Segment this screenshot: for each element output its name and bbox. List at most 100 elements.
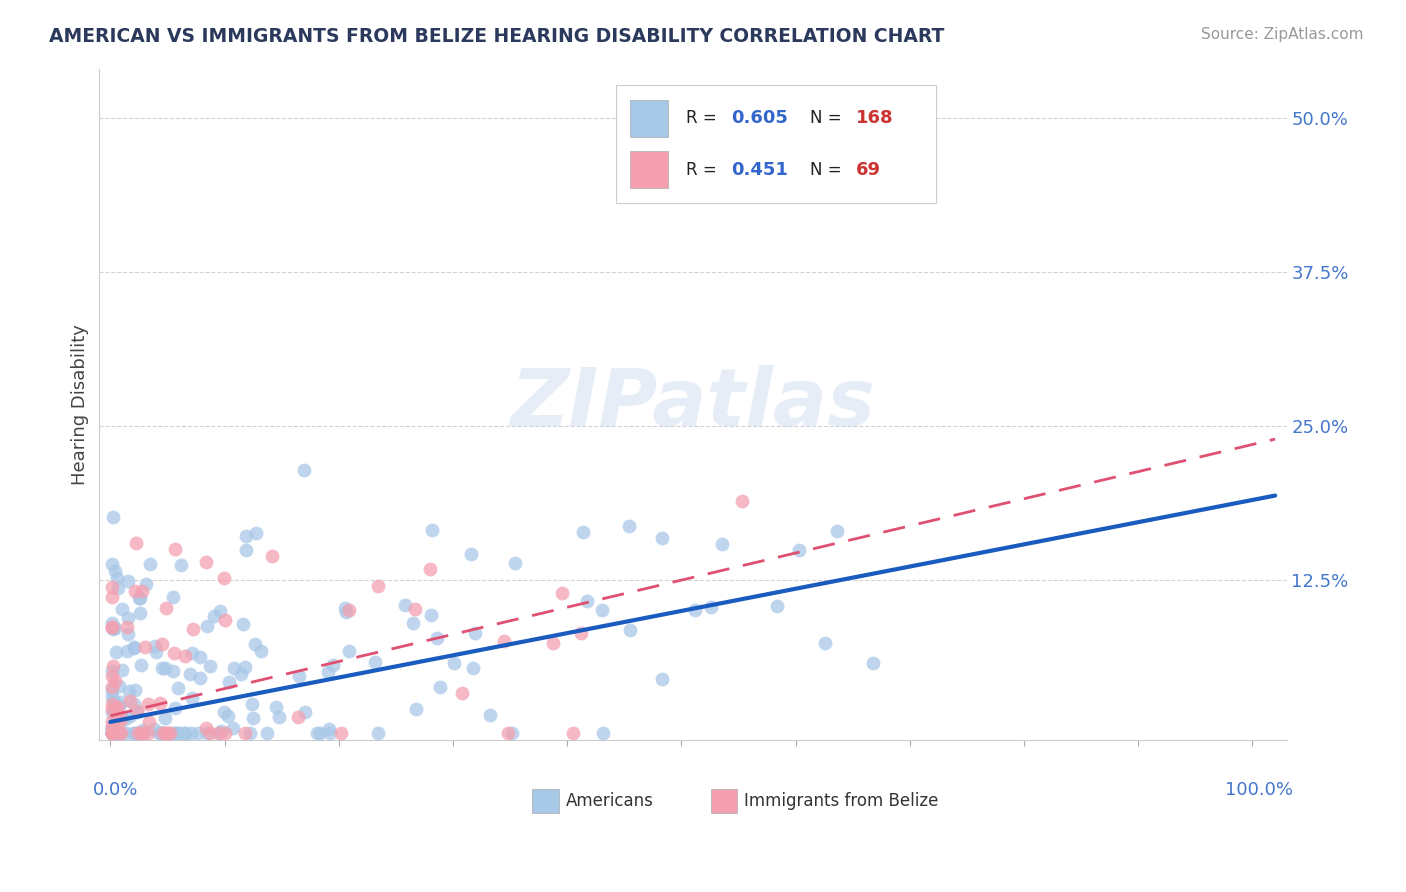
- Point: [619, 519, 641, 533]
- Point: [139, 558, 162, 572]
- Point: [117, 611, 139, 625]
- Point: [592, 726, 614, 740]
- Point: [180, 646, 202, 660]
- Point: [188, 671, 211, 685]
- Point: [128, 606, 150, 620]
- Point: [198, 726, 221, 740]
- Point: [163, 646, 186, 660]
- Point: [104, 726, 127, 740]
- Point: [561, 726, 583, 740]
- Point: [239, 726, 262, 740]
- Point: [165, 701, 187, 715]
- Point: [100, 721, 122, 735]
- Point: [651, 531, 673, 545]
- Point: [105, 726, 128, 740]
- Point: [394, 598, 416, 612]
- Text: R =: R =: [686, 161, 721, 179]
- Point: [318, 722, 340, 736]
- Point: [242, 711, 264, 725]
- Text: 0.451: 0.451: [731, 161, 787, 179]
- Point: [195, 555, 218, 569]
- Point: [124, 697, 146, 711]
- Point: [100, 689, 122, 703]
- Point: [100, 705, 122, 719]
- Point: [166, 726, 188, 740]
- Text: Source: ZipAtlas.com: Source: ZipAtlas.com: [1201, 27, 1364, 42]
- Point: [294, 705, 316, 719]
- Point: [208, 604, 231, 618]
- Point: [256, 726, 278, 740]
- Point: [451, 686, 474, 700]
- Point: [460, 547, 482, 561]
- Point: [222, 722, 245, 736]
- Point: [127, 726, 149, 740]
- Point: [245, 637, 267, 651]
- Point: [100, 726, 122, 740]
- Point: [419, 607, 441, 622]
- Point: [180, 726, 202, 740]
- Point: [165, 542, 187, 557]
- Point: [117, 574, 139, 588]
- Point: [195, 726, 218, 740]
- Point: [150, 726, 173, 740]
- Point: [104, 621, 127, 635]
- Point: [235, 543, 257, 558]
- Point: [129, 726, 152, 740]
- Point: [150, 726, 173, 740]
- Point: [105, 726, 128, 740]
- Bar: [630, 100, 668, 136]
- Point: [101, 623, 124, 637]
- Point: [124, 726, 146, 740]
- Point: [212, 571, 235, 585]
- Point: [231, 617, 253, 632]
- Point: [115, 620, 138, 634]
- Point: [105, 726, 128, 740]
- Point: [150, 637, 173, 651]
- Point: [103, 726, 125, 740]
- Point: [118, 683, 141, 698]
- Point: [330, 726, 353, 740]
- Bar: [533, 789, 558, 813]
- Point: [294, 463, 316, 477]
- Point: [153, 661, 176, 675]
- Point: [179, 667, 201, 681]
- Point: [333, 601, 356, 615]
- Point: [108, 698, 131, 713]
- Point: [551, 586, 574, 600]
- Point: [222, 661, 245, 675]
- Point: [100, 723, 122, 737]
- Point: [198, 659, 221, 673]
- Text: 168: 168: [855, 109, 893, 128]
- Point: [138, 715, 160, 730]
- Point: [651, 672, 673, 686]
- Point: [132, 726, 155, 740]
- Point: [711, 537, 734, 551]
- Point: [245, 526, 267, 541]
- Point: [163, 726, 186, 740]
- Point: [115, 643, 138, 657]
- Point: [157, 726, 180, 740]
- Point: [405, 601, 427, 615]
- Point: [575, 594, 598, 608]
- Point: [100, 723, 122, 738]
- Point: [110, 695, 132, 709]
- Point: [118, 708, 141, 723]
- Point: [214, 725, 236, 739]
- Point: [787, 543, 810, 558]
- Point: [100, 580, 122, 594]
- Point: [188, 650, 211, 665]
- Point: [101, 726, 124, 740]
- Point: [267, 710, 290, 724]
- Point: [131, 583, 153, 598]
- Point: [683, 603, 706, 617]
- Point: [149, 696, 172, 710]
- Point: [136, 726, 159, 740]
- Point: [108, 726, 131, 740]
- Point: [464, 626, 486, 640]
- Point: [307, 726, 329, 740]
- Point: [100, 726, 122, 740]
- Point: [150, 660, 173, 674]
- Text: N =: N =: [810, 161, 848, 179]
- Point: [110, 726, 132, 740]
- Point: [104, 644, 127, 658]
